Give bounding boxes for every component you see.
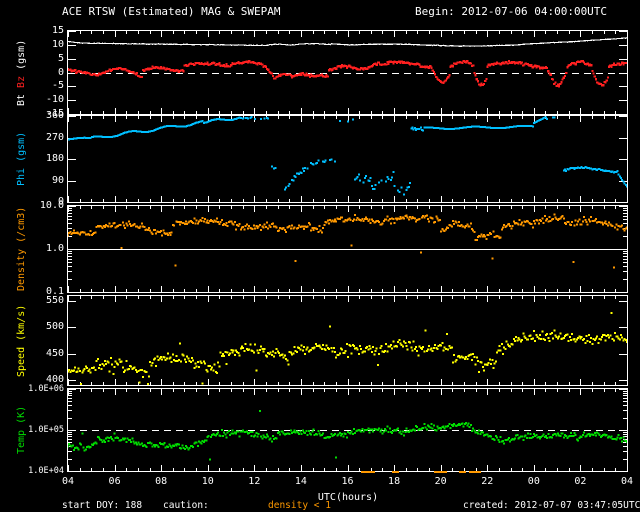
y-tick-bt-bz-5: -10 (45, 94, 64, 106)
axis-title-seg-speed-0: Speed (km/s) (16, 304, 27, 377)
y-tick-temp-1: 1.0E+05 (28, 425, 64, 435)
start-doy-label: start DOY: 188 (62, 500, 143, 511)
x-tick-label-12-4: 12 (248, 476, 261, 487)
y-tick-density-2: 0.1 (45, 286, 64, 297)
axis-title-seg-temp-0: Temp (K) (16, 405, 27, 454)
plot-area-density (68, 206, 627, 292)
y-tick-phi-2: 180 (45, 153, 64, 164)
y-tick-bt-bz-4: -5 (51, 80, 64, 92)
x-tick-label-20-8: 20 (434, 476, 447, 487)
caution-tick-2 (391, 471, 399, 473)
axis-title-seg-bt-bz-1: Bz (16, 69, 27, 88)
axis-title-bt-bz: Bt Bz (gsm) (16, 39, 27, 105)
y-tick-phi-1: 270 (45, 131, 64, 143)
caution-tick-7 (474, 471, 482, 473)
y-tick-temp-2: 1.0E+04 (28, 466, 64, 476)
caution-label: caution: (163, 500, 209, 511)
axis-title-seg-bt-bz-0: Bt (16, 87, 27, 106)
axis-title-temp: Temp (K) (16, 406, 27, 454)
y-tick-density-1: 1.0 (45, 243, 64, 254)
x-tick-label-10-3: 10 (201, 476, 214, 487)
caution-tick-1 (368, 471, 376, 473)
x-tick-label-08-2: 08 (155, 476, 168, 487)
plot-area-phi (68, 116, 627, 202)
y-tick-temp-0: 1.0E+06 (28, 384, 64, 394)
x-tick-label-00-10: 00 (527, 476, 540, 487)
x-tick-label-22-9: 22 (481, 476, 494, 487)
created-timestamp: created: 2012-07-07 03:47:05UTC (463, 500, 640, 511)
caution-tick-6 (468, 471, 476, 473)
x-axis-title: UTC(hours) (317, 492, 379, 503)
caution-tick-3 (433, 471, 441, 473)
panel-temp (67, 388, 628, 472)
y-tick-phi-3: 90 (51, 174, 64, 186)
x-tick-label-18-7: 18 (388, 476, 401, 487)
axis-title-seg-bt-bz-2: (gsm) (16, 39, 27, 70)
page-title: ACE RTSW (Estimated) MAG & SWEPAM (62, 5, 281, 18)
header: ACE RTSW (Estimated) MAG & SWEPAM Begin:… (0, 5, 640, 21)
axis-title-seg-density-0: Density (/cm3) (16, 206, 27, 291)
plot-area-bt-bz (68, 31, 627, 114)
caution-value: density < 1 (268, 500, 331, 511)
begin-timestamp: Begin: 2012-07-06 04:00:00UTC (415, 5, 608, 18)
axis-title-phi: Phi (gsm) (16, 132, 27, 186)
x-tick-label-16-6: 16 (341, 476, 354, 487)
y-tick-speed-0: 550 (45, 295, 64, 307)
plot-area-speed (68, 296, 627, 385)
panel-phi (67, 115, 628, 203)
axis-title-speed: Speed (km/s) (16, 304, 27, 376)
x-tick-label-06-1: 06 (108, 476, 121, 487)
caution-tick-4 (439, 471, 447, 473)
y-tick-phi-4: 0 (57, 196, 64, 207)
y-tick-bt-bz-1: 10 (51, 38, 64, 50)
panel-bt-bz (67, 30, 628, 115)
y-tick-speed-1: 500 (45, 321, 64, 333)
x-tick-label-04-12: 04 (620, 476, 634, 487)
axis-title-seg-phi-0: Phi (gsm) (16, 131, 27, 186)
caution-tick-0 (361, 471, 369, 473)
axis-title-density: Density (/cm3) (16, 207, 27, 291)
x-tick-label-04-0: 04 (61, 476, 75, 487)
plot-area-temp (68, 389, 627, 471)
panel-density (67, 205, 628, 293)
x-tick-label-14-5: 14 (294, 476, 307, 487)
y-tick-bt-bz-3: 0 (57, 66, 64, 78)
panel-speed (67, 295, 628, 386)
y-tick-bt-bz-6: -15 (45, 108, 64, 119)
y-tick-speed-3: 400 (45, 373, 64, 385)
y-tick-speed-2: 450 (45, 347, 64, 359)
x-tick-label-02-11: 02 (574, 476, 587, 487)
y-tick-phi-0: 360 (45, 110, 64, 121)
y-tick-bt-bz-2: 5 (57, 52, 64, 64)
y-tick-bt-bz-0: 15 (51, 25, 64, 36)
y-tick-density-0: 10.0 (39, 200, 64, 211)
caution-tick-5 (459, 471, 467, 473)
